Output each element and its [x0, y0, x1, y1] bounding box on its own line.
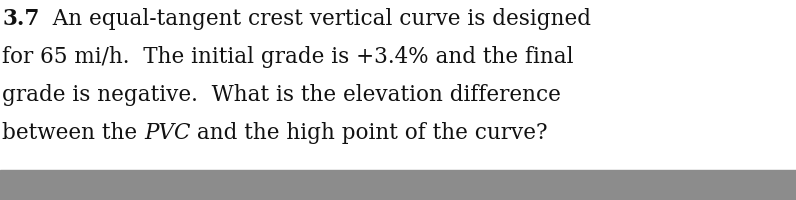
Text: grade is negative.  What is the elevation difference: grade is negative. What is the elevation… [2, 84, 561, 106]
Text: between the: between the [2, 122, 144, 144]
Text: for 65 mi/h.  The initial grade is +3.4% and the final: for 65 mi/h. The initial grade is +3.4% … [2, 46, 573, 68]
Text: PVC: PVC [144, 122, 190, 144]
Text: An equal-tangent crest vertical curve is designed: An equal-tangent crest vertical curve is… [39, 8, 591, 30]
Text: 3.7: 3.7 [2, 8, 39, 30]
Text: and the high point of the curve?: and the high point of the curve? [190, 122, 548, 144]
Bar [0, 170, 796, 200]
